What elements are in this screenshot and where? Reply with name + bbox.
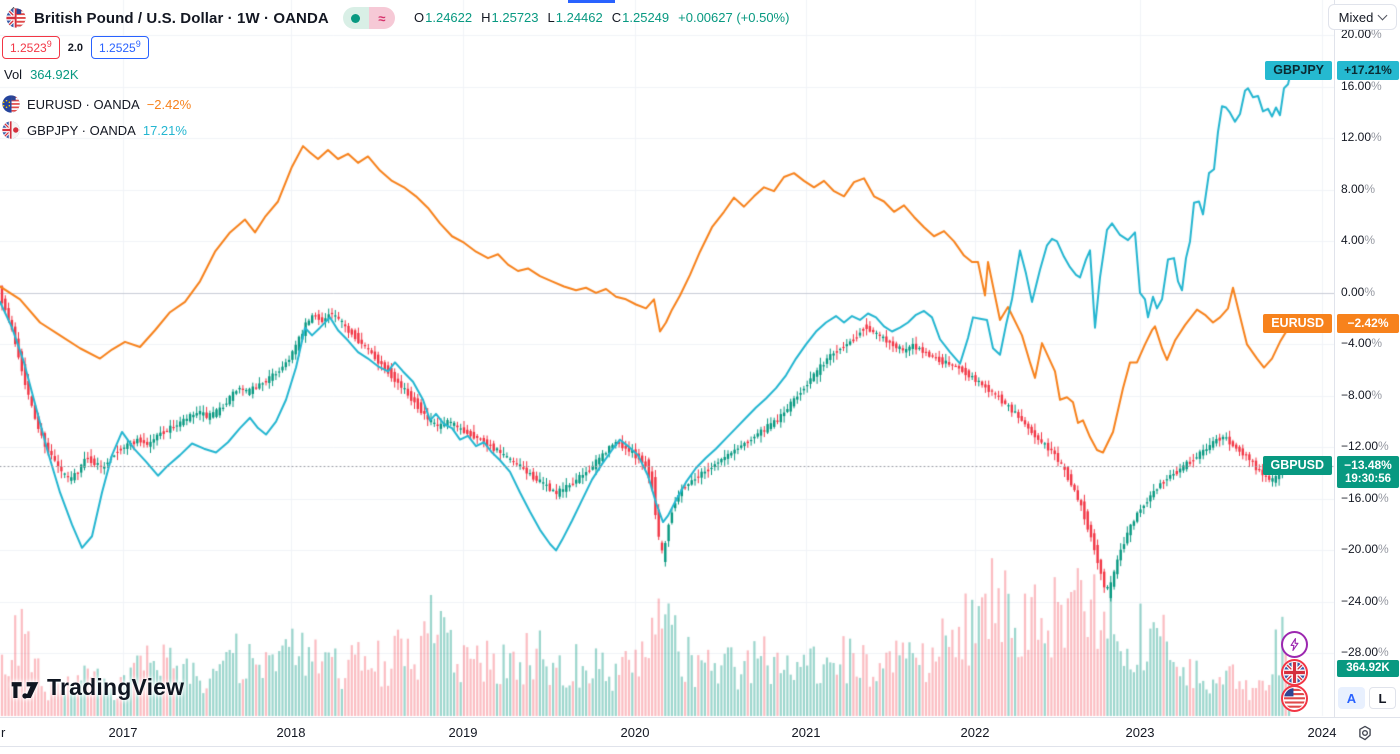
high-label: H [481, 10, 491, 25]
time-axis-partial-label: r [1, 725, 6, 740]
time-tick: 2019 [448, 725, 478, 740]
time-axis[interactable]: r 2017 2018 2019 2020 2021 2022 2023 2024 [0, 717, 1400, 747]
gbpusd-series-label[interactable]: GBPUSD [1262, 456, 1332, 475]
compare-symbol: EURUSD · OANDA [27, 96, 140, 112]
price-tick: −12.00% [1341, 439, 1389, 454]
time-tick: 2018 [276, 725, 306, 740]
market-status-toggle[interactable]: ≈ [342, 7, 395, 29]
price-tick: −8.00% [1341, 387, 1383, 402]
low-label: L [547, 10, 555, 25]
eurusd-axis-value: −2.42% [1337, 314, 1399, 333]
price-tick: 8.00% [1341, 181, 1376, 196]
eurusd-series-label[interactable]: EURUSD [1263, 314, 1332, 333]
watermark-text: TradingView [47, 674, 185, 700]
gbpjpy-series-label[interactable]: GBPJPY [1265, 61, 1332, 80]
us-flag-icon [1284, 688, 1305, 709]
volume-legend[interactable]: Vol 364.92K [4, 67, 79, 82]
price-tick: 0.00% [1341, 284, 1376, 299]
close-label: C [611, 10, 622, 25]
volume-value: 364.92K [30, 67, 79, 82]
approx-price-icon: ≈ [368, 7, 395, 29]
gbpjpy-flag-icon [2, 121, 20, 139]
bar-countdown: 19:30:56 [1344, 473, 1392, 485]
time-tick: 2024 [1307, 725, 1337, 740]
price-tick: −4.00% [1341, 336, 1383, 351]
gear-icon[interactable] [1356, 724, 1374, 742]
volume-label: Vol [4, 67, 23, 82]
high-value: 1.25723 [491, 10, 539, 25]
low-value: 1.24462 [555, 10, 603, 25]
price-tick: 4.00% [1341, 233, 1376, 248]
gbpjpy-axis-value: +17.21% [1337, 61, 1399, 80]
market-open-dot-icon [342, 7, 369, 29]
chevron-down-icon [1377, 10, 1388, 21]
uk-flag-icon [1284, 662, 1305, 683]
scale-mode-value: Mixed [1338, 9, 1374, 25]
ask-price-button[interactable]: 1.25259 [91, 36, 149, 59]
bid-price-button[interactable]: 1.25239 [2, 36, 60, 59]
price-tick: −20.00% [1341, 542, 1389, 557]
lightning-idea-bubble[interactable] [1281, 631, 1308, 658]
price-tick: −16.00% [1341, 490, 1389, 505]
symbol-title[interactable]: British Pound / U.S. Dollar · 1W · OANDA [34, 9, 329, 27]
spread-value: 2.0 [67, 41, 84, 54]
price-axis[interactable]: 20.00% 16.00% 12.00% 8.00% 4.00% 0.00% −4.00% −… [1334, 0, 1400, 717]
symbol-legend[interactable]: British Pound / U.S. Dollar · 1W · OANDA… [6, 7, 395, 29]
change-value: +0.00627 (+0.50%) [678, 10, 790, 25]
tradingview-logo-icon [10, 676, 40, 700]
log-scale-button[interactable]: L [1369, 687, 1396, 709]
time-tick: 2020 [620, 725, 650, 740]
us-flag-bubble[interactable] [1281, 685, 1308, 712]
auto-scale-button[interactable]: A [1338, 687, 1365, 709]
price-tick: −28.00% [1341, 645, 1389, 660]
open-label: O [414, 10, 425, 25]
price-tick: 12.00% [1341, 130, 1382, 145]
volume-axis-badge: 364.92K [1337, 660, 1399, 677]
compare-legend-eurusd[interactable]: EURUSD · OANDA −2.42% [2, 93, 191, 115]
top-progress-strip [568, 0, 615, 3]
price-tick: 20.00% [1341, 27, 1382, 42]
lightning-icon [1287, 637, 1302, 652]
compare-change: 17.21% [142, 122, 187, 138]
time-tick: 2021 [791, 725, 821, 740]
price-tick: 16.00% [1341, 78, 1382, 93]
tradingview-watermark[interactable]: TradingView [10, 674, 184, 701]
gbpusd-axis-value: −13.48% 19:30:56 [1337, 456, 1399, 488]
uk-flag-bubble[interactable] [1281, 659, 1308, 686]
eurusd-flag-icon [2, 95, 20, 113]
gbpusd-flag-icon [6, 8, 26, 28]
scale-mode-select[interactable]: Mixed [1328, 4, 1397, 30]
time-tick: 2017 [108, 725, 138, 740]
ohlc-readout: O 1.24622 H 1.25723 L 1.24462 C 1.25249 +0.0… [414, 10, 789, 25]
compare-symbol: GBPJPY · OANDA [27, 122, 136, 138]
compare-change: −2.42% [146, 96, 192, 112]
price-tick: −24.00% [1341, 593, 1389, 608]
open-value: 1.24622 [425, 10, 473, 25]
price-chart-canvas[interactable] [0, 0, 1334, 717]
time-tick: 2022 [960, 725, 990, 740]
bid-ask-row: 1.25239 2.0 1.25259 [2, 36, 149, 59]
compare-legend-gbpjpy[interactable]: GBPJPY · OANDA 17.21% [2, 119, 187, 141]
close-value: 1.25249 [622, 10, 670, 25]
time-tick: 2023 [1125, 725, 1155, 740]
